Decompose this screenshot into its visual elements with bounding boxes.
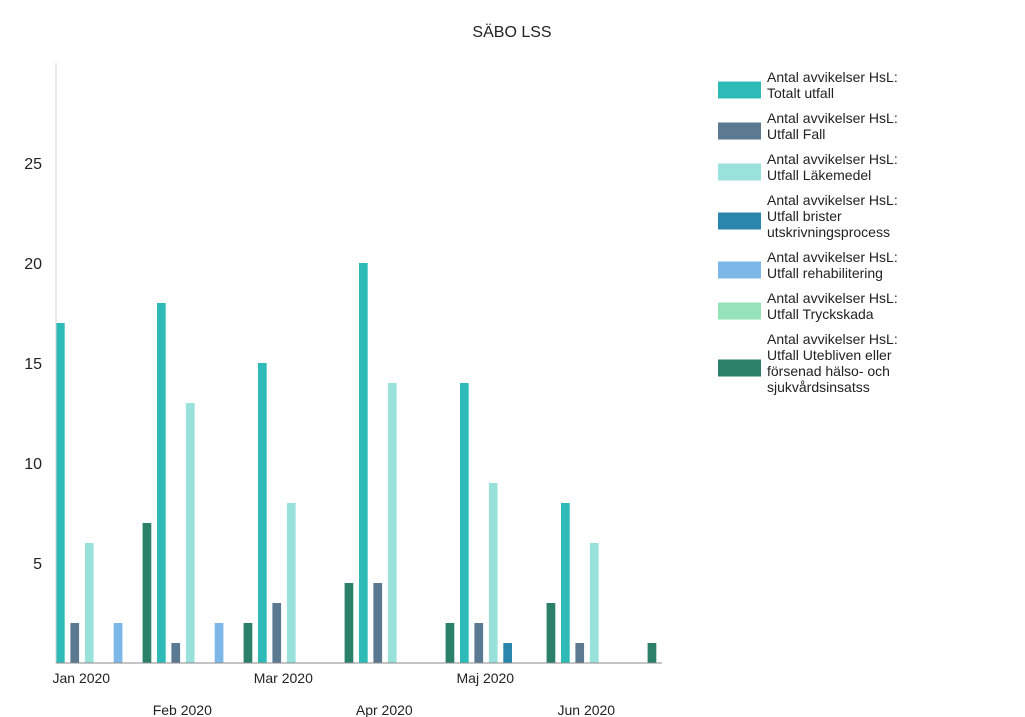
legend-entry: Antal avvikelser HsL: Utfall rehabiliteri…: [767, 249, 898, 281]
legend-swatch: [718, 261, 761, 279]
bar: [387, 383, 397, 663]
x-tick-label: Jan 2020: [52, 670, 110, 686]
y-tick-label: 10: [24, 456, 42, 473]
bar: [142, 523, 152, 663]
bar: [373, 583, 383, 663]
legend-entry: Antal avvikelser HsL: Utfall Fall: [767, 110, 898, 142]
bar: [359, 263, 368, 663]
bar: [286, 503, 296, 663]
legend-entry: Antal avvikelser HsL: Totalt utfall: [767, 69, 898, 101]
legend-entry: Antal avvikelser HsL: Utfall Läkemedel: [767, 151, 898, 183]
bar: [474, 623, 484, 663]
bar: [84, 543, 94, 663]
bar: [589, 543, 599, 663]
x-tick-label: Apr 2020: [356, 702, 413, 717]
bar: [503, 643, 512, 663]
legend-swatch: [718, 302, 761, 320]
y-tick-label: 25: [24, 156, 42, 173]
x-tick-label: Feb 2020: [153, 702, 212, 717]
bar: [171, 643, 181, 663]
legend: Antal avvikelser HsL: Totalt utfall Antal …: [718, 69, 898, 395]
x-tick-label: Mar 2020: [254, 670, 313, 686]
legend-swatch: [718, 359, 761, 377]
legend-swatch: [718, 212, 761, 230]
bars: [56, 263, 657, 663]
legend-swatch: [718, 163, 761, 181]
bar: [575, 643, 585, 663]
bar: [185, 403, 195, 663]
bar: [647, 643, 657, 663]
legend-entry: Antal avvikelser HsL: Utfall Tryckskada: [767, 290, 898, 322]
bar: [561, 503, 570, 663]
y-tick-label: 5: [33, 556, 42, 573]
bar: [546, 603, 556, 663]
bar: [258, 363, 267, 663]
bar: [445, 623, 455, 663]
x-tick-label: Maj 2020: [457, 670, 515, 686]
y-tick-label: 15: [24, 356, 42, 373]
legend-swatch: [718, 81, 761, 99]
chart-title: SÄBO LSS: [472, 23, 551, 41]
bar: [243, 623, 253, 663]
bar: [488, 483, 498, 663]
bar: [272, 603, 282, 663]
legend-swatch: [718, 122, 761, 140]
bar: [214, 623, 224, 663]
legend-entry: Antal avvikelser HsL: Utfall brister utskr…: [767, 192, 898, 240]
x-axis-labels: Jan 2020 Feb 2020 Mar 2020 Apr 2020 Maj 2020…: [52, 670, 615, 717]
bar: [70, 623, 80, 663]
bar: [56, 323, 65, 663]
bar: [460, 383, 469, 663]
bar: [344, 583, 354, 663]
bar: [157, 303, 166, 663]
y-tick-label: 20: [24, 256, 42, 273]
legend-entry: Antal avvikelser HsL: Utfall Utebliven el…: [767, 331, 898, 395]
bar: [113, 623, 123, 663]
y-axis-ticks: 5 10 15 20 25: [24, 156, 42, 573]
x-tick-label: Jun 2020: [557, 702, 615, 717]
